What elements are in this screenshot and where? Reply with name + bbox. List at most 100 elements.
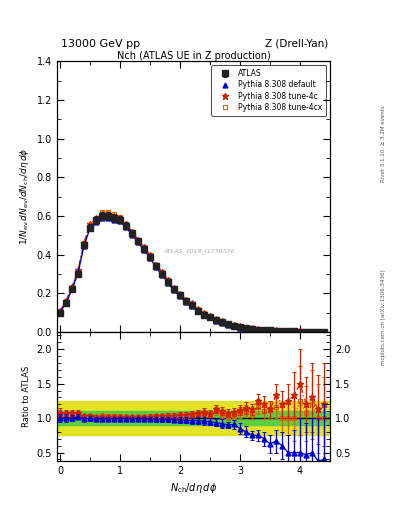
Pythia 8.308 tune-4c [148,252,152,258]
Pythia 8.308 tune-4c [82,240,86,246]
Pythia 8.308 default [202,312,206,318]
Pythia 8.308 tune-4cx [178,291,182,297]
Pythia 8.308 tune-4cx [250,326,254,332]
Pythia 8.308 default [196,308,200,314]
Pythia 8.308 default [166,280,171,286]
Pythia 8.308 default [130,231,134,238]
Pythia 8.308 tune-4cx [118,215,122,221]
Pythia 8.308 tune-4cx [238,324,242,330]
Pythia 8.308 default [58,310,62,316]
Pythia 8.308 tune-4c [280,328,285,334]
Pythia 8.308 tune-4c [154,262,158,268]
Pythia 8.308 default [64,300,68,306]
Pythia 8.308 default [124,224,129,230]
Pythia 8.308 default [178,293,182,300]
Pythia 8.308 tune-4c [70,284,74,290]
Pythia 8.308 tune-4cx [88,222,92,228]
Pythia 8.308 tune-4c [136,237,140,243]
Pythia 8.308 tune-4c [166,277,171,283]
Pythia 8.308 tune-4cx [316,329,320,335]
Pythia 8.308 tune-4cx [286,328,290,334]
Pythia 8.308 tune-4c [88,221,92,227]
Pythia 8.308 default [190,303,195,309]
Pythia 8.308 tune-4cx [280,328,285,334]
Pythia 8.308 tune-4c [190,301,195,307]
Pythia 8.308 tune-4cx [136,237,140,243]
Pythia 8.308 default [256,327,261,333]
Pythia 8.308 default [220,320,224,326]
Pythia 8.308 tune-4cx [112,211,116,218]
Pythia 8.308 default [160,272,164,278]
Pythia 8.308 tune-4c [274,327,279,333]
Pythia 8.308 tune-4cx [298,328,303,334]
Pythia 8.308 tune-4cx [214,316,219,322]
Pythia 8.308 tune-4cx [64,298,68,305]
Pythia 8.308 default [280,328,285,334]
Pythia 8.308 default [322,329,327,335]
Pythia 8.308 tune-4cx [220,318,224,325]
Text: ATLAS_2019_I1730326: ATLAS_2019_I1730326 [163,248,235,253]
Pythia 8.308 tune-4c [141,244,146,250]
Pythia 8.308 tune-4cx [208,313,213,319]
Pythia 8.308 tune-4c [196,306,200,312]
Pythia 8.308 default [118,219,122,225]
Pythia 8.308 tune-4c [202,310,206,316]
Pythia 8.308 tune-4c [64,298,68,304]
Pythia 8.308 default [214,318,219,324]
Pythia 8.308 tune-4c [178,291,182,297]
Text: 13000 GeV pp: 13000 GeV pp [61,38,140,49]
Pythia 8.308 default [70,286,74,292]
Pythia 8.308 tune-4cx [256,326,261,332]
Pythia 8.308 default [148,254,152,261]
Pythia 8.308 tune-4cx [310,329,314,335]
Pythia 8.308 tune-4c [244,325,248,331]
Pythia 8.308 tune-4cx [196,307,200,313]
Pythia 8.308 default [262,328,266,334]
Pythia 8.308 tune-4c [208,312,213,318]
Pythia 8.308 tune-4c [58,308,62,314]
Pythia 8.308 tune-4c [75,267,80,273]
Pythia 8.308 tune-4cx [124,221,129,227]
Pythia 8.308 tune-4cx [202,310,206,316]
Pythia 8.308 tune-4c [250,326,254,332]
Pythia 8.308 tune-4cx [160,269,164,275]
Pythia 8.308 default [292,329,296,335]
Pythia 8.308 default [141,247,146,253]
Pythia 8.308 tune-4c [172,285,176,291]
Pythia 8.308 tune-4cx [154,262,158,268]
Pythia 8.308 default [88,225,92,231]
Pythia 8.308 tune-4c [184,296,188,303]
Pythia 8.308 default [298,329,303,335]
Pythia 8.308 tune-4c [214,316,219,322]
Pythia 8.308 tune-4c [100,211,105,218]
Pythia 8.308 tune-4cx [184,297,188,303]
Pythia 8.308 default [304,329,309,335]
Pythia 8.308 tune-4cx [94,216,98,222]
Pythia 8.308 default [244,326,248,332]
X-axis label: $N_\mathrm{ch}/d\eta\,d\phi$: $N_\mathrm{ch}/d\eta\,d\phi$ [170,481,217,495]
Text: Rivet 3.1.10, ≥ 3.2M events: Rivet 3.1.10, ≥ 3.2M events [381,105,386,182]
Pythia 8.308 tune-4c [94,215,98,221]
Pythia 8.308 default [106,215,110,221]
Pythia 8.308 default [154,264,158,270]
Pythia 8.308 tune-4c [160,269,164,275]
Pythia 8.308 tune-4cx [190,301,195,307]
Pythia 8.308 default [268,328,272,334]
Pythia 8.308 tune-4cx [226,321,230,327]
Pythia 8.308 tune-4c [118,215,122,221]
Pythia 8.308 tune-4cx [130,229,134,235]
Pythia 8.308 tune-4c [220,318,224,325]
Pythia 8.308 tune-4c [232,322,237,328]
Pythia 8.308 tune-4c [310,329,314,335]
Y-axis label: Ratio to ATLAS: Ratio to ATLAS [22,366,31,427]
Pythia 8.308 tune-4cx [106,209,110,215]
Pythia 8.308 tune-4cx [268,327,272,333]
Pythia 8.308 default [226,322,230,328]
Pythia 8.308 tune-4c [124,221,129,227]
Pythia 8.308 tune-4cx [322,329,327,335]
Pythia 8.308 default [286,329,290,335]
Pythia 8.308 default [75,270,80,276]
Pythia 8.308 tune-4cx [75,267,80,273]
Pythia 8.308 default [136,239,140,245]
Pythia 8.308 tune-4cx [70,284,74,290]
